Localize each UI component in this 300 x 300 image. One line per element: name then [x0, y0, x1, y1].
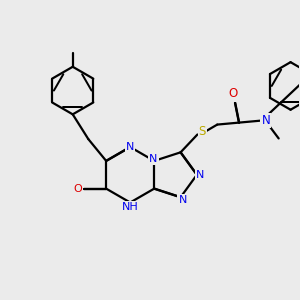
Text: NH: NH [122, 202, 139, 212]
Text: O: O [73, 184, 82, 194]
Text: N: N [261, 114, 270, 127]
Text: N: N [126, 142, 134, 152]
Text: N: N [149, 154, 158, 164]
Text: O: O [229, 87, 238, 101]
Text: N: N [178, 195, 187, 205]
Text: N: N [196, 170, 204, 180]
Text: S: S [199, 125, 206, 138]
